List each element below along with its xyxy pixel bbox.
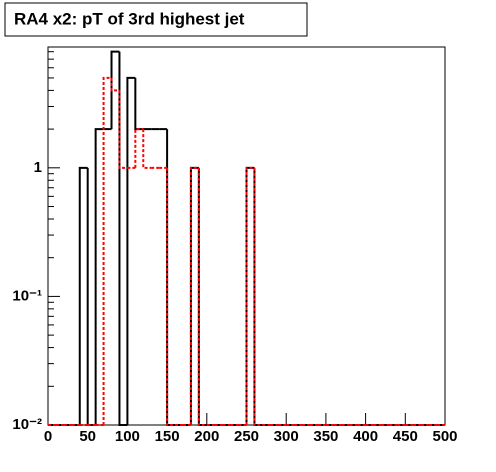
x-tick-label: 50 <box>79 428 96 445</box>
histogram-bin <box>78 166 88 425</box>
histogram-bin <box>102 76 112 425</box>
x-tick-label: 400 <box>353 428 378 445</box>
chart-title: RA4 x2: pT of 3rd highest jet <box>14 9 245 28</box>
histogram-bin <box>253 167 263 426</box>
x-tick-label: 100 <box>115 428 140 445</box>
x-tick-label: 0 <box>44 428 52 445</box>
histogram-bin <box>110 50 120 130</box>
histogram-bin <box>189 166 199 425</box>
x-tick-label: 450 <box>393 428 418 445</box>
y-tick-label: 1 <box>34 159 42 176</box>
histogram-bin <box>118 51 128 426</box>
histogram-bin <box>94 128 104 425</box>
x-tick-label: 200 <box>194 428 219 445</box>
histogram-bin <box>118 90 128 169</box>
histogram-bin <box>110 77 120 92</box>
x-tick-label: 150 <box>155 428 180 445</box>
title-box <box>4 2 308 37</box>
histogram-bin <box>126 76 136 425</box>
histogram-bin <box>142 129 152 169</box>
x-tick-label: 350 <box>313 428 338 445</box>
histogram-bin <box>197 167 207 426</box>
x-tick-label: 500 <box>432 428 457 445</box>
x-tick-label: 300 <box>274 428 299 445</box>
x-tick-label: 250 <box>234 428 259 445</box>
histogram-bin <box>166 167 176 426</box>
histogram-bin <box>134 77 144 131</box>
y-tick-label: 10⁻² <box>12 416 42 433</box>
histogram-bin <box>134 128 144 168</box>
histogram-bin <box>245 166 255 425</box>
y-tick-label: 10⁻¹ <box>12 287 42 304</box>
